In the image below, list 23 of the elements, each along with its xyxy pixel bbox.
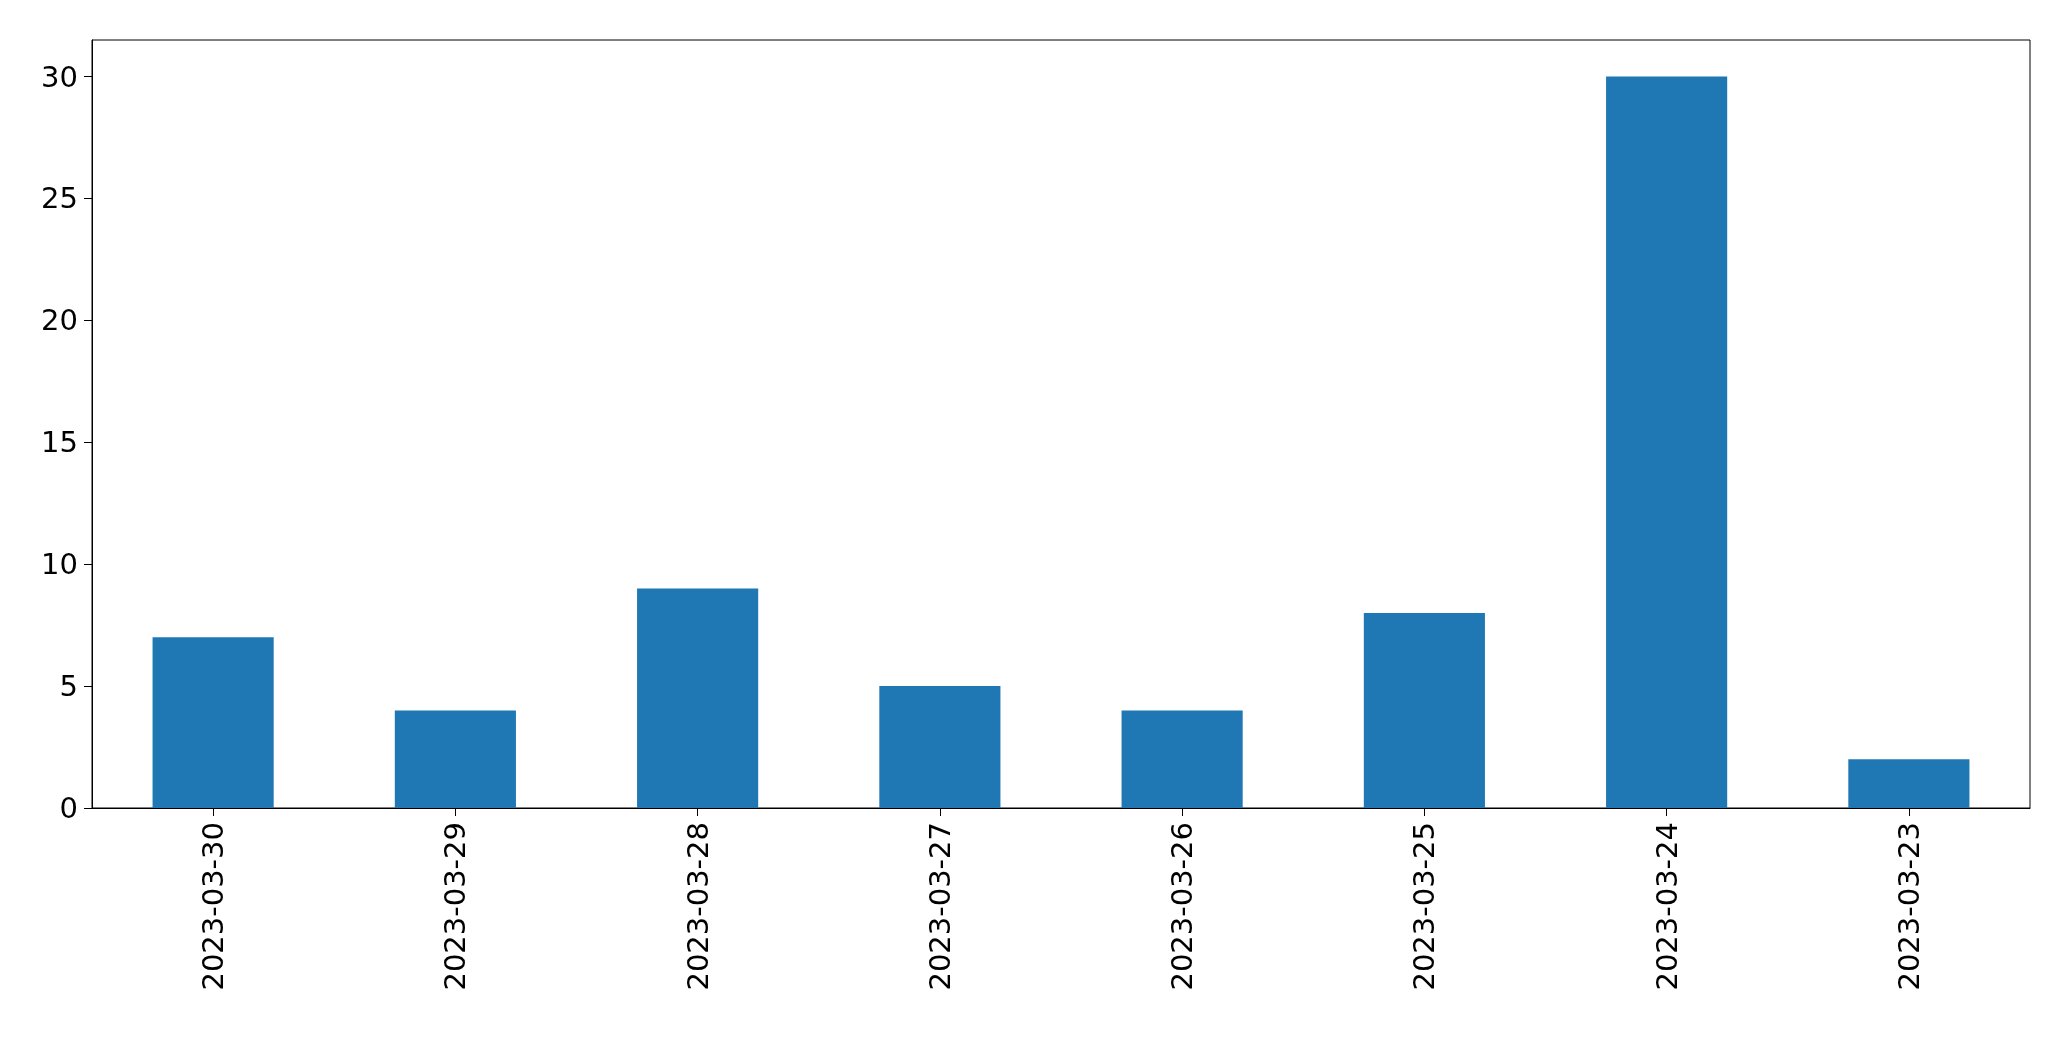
bar — [879, 686, 1001, 808]
bar — [1848, 759, 1970, 808]
x-tick-label: 2023-03-29 — [438, 822, 473, 991]
bar — [152, 637, 274, 808]
bar — [394, 710, 516, 808]
x-tick-label: 2023-03-30 — [196, 822, 231, 991]
y-tick-label: 0 — [59, 791, 78, 825]
bar — [637, 588, 759, 808]
x-tick-label: 2023-03-28 — [680, 822, 715, 991]
x-tick-label: 2023-03-27 — [922, 822, 957, 991]
y-tick-label: 20 — [41, 303, 78, 338]
y-tick-label: 5 — [59, 669, 78, 704]
y-tick-label: 10 — [41, 547, 78, 582]
x-tick-label: 2023-03-23 — [1891, 822, 1926, 991]
bar — [1121, 710, 1243, 808]
y-tick-label: 25 — [41, 181, 78, 216]
y-tick-label: 15 — [41, 425, 78, 460]
y-tick-label: 30 — [41, 59, 78, 94]
x-tick-label: 2023-03-26 — [1165, 822, 1200, 991]
bar — [1606, 76, 1728, 808]
bar — [1363, 612, 1485, 808]
x-tick-label: 2023-03-25 — [1407, 822, 1442, 991]
x-tick-label: 2023-03-24 — [1649, 822, 1684, 991]
